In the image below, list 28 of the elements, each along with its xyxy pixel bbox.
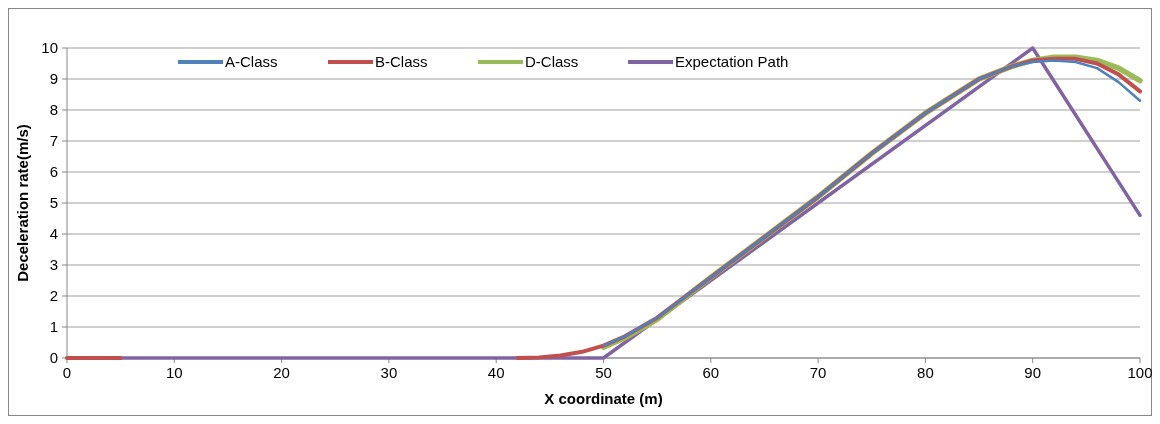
y-tick-label: 8 <box>49 101 58 118</box>
y-tick-label: 7 <box>49 132 58 149</box>
x-tick-label: 10 <box>165 364 183 381</box>
x-tick-label: 60 <box>702 364 720 381</box>
x-tick-label: 100 <box>1127 364 1153 381</box>
y-tick-label: 6 <box>49 163 58 180</box>
legend-label: D-Class <box>525 53 579 70</box>
x-tick-label: 80 <box>917 364 934 381</box>
y-tick-label: 4 <box>49 225 58 242</box>
legend-label: Expectation Path <box>675 53 789 70</box>
y-tick-label: 2 <box>49 287 58 304</box>
legend-label: B-Class <box>375 53 428 70</box>
y-tick-label: 0 <box>49 349 58 366</box>
x-tick-label: 70 <box>809 364 827 381</box>
y-tick-label: 10 <box>41 39 58 56</box>
x-tick-label: 50 <box>595 364 612 381</box>
y-tick-label: 9 <box>49 70 58 87</box>
x-tick-label: 0 <box>62 364 72 381</box>
y-tick-label: 1 <box>49 318 58 335</box>
y-tick-label: 3 <box>49 256 58 273</box>
x-tick-label: 30 <box>380 364 398 381</box>
x-tick-label: 40 <box>487 364 505 381</box>
x-tick-label: 20 <box>273 364 290 381</box>
y-tick-label: 5 <box>49 194 58 211</box>
x-axis-title: X coordinate (m) <box>544 390 663 407</box>
y-axis-title: Deceleration rate(m/s) <box>14 124 31 282</box>
legend-label: A-Class <box>225 53 278 70</box>
x-tick-label: 90 <box>1024 364 1042 381</box>
